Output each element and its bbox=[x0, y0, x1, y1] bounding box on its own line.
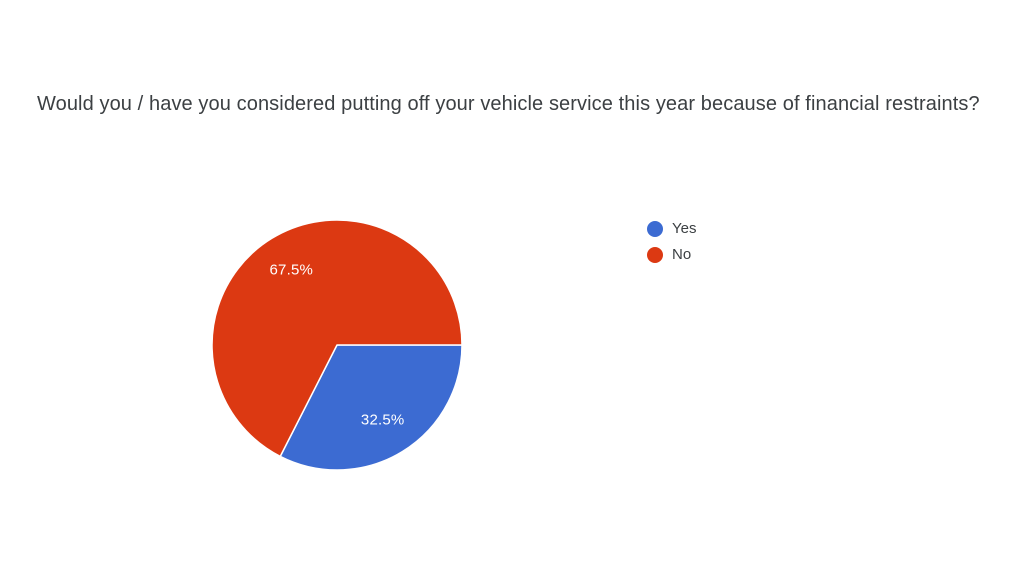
pie-slice-yes bbox=[279, 344, 463, 471]
legend-item-no: No bbox=[647, 247, 696, 263]
legend-dot-no-icon bbox=[647, 247, 663, 263]
pie-chart-svg bbox=[211, 219, 463, 471]
legend-item-yes: Yes bbox=[647, 221, 696, 237]
legend-label-no: No bbox=[672, 246, 692, 263]
pie-slice-no bbox=[211, 219, 463, 458]
legend-dot-yes-icon bbox=[647, 221, 663, 237]
pie-chart: 32.5% 67.5% bbox=[211, 219, 463, 471]
question-title: Would you / have you considered putting … bbox=[37, 93, 980, 115]
chart-legend: Yes No bbox=[647, 221, 696, 273]
legend-label-yes: Yes bbox=[672, 220, 697, 237]
